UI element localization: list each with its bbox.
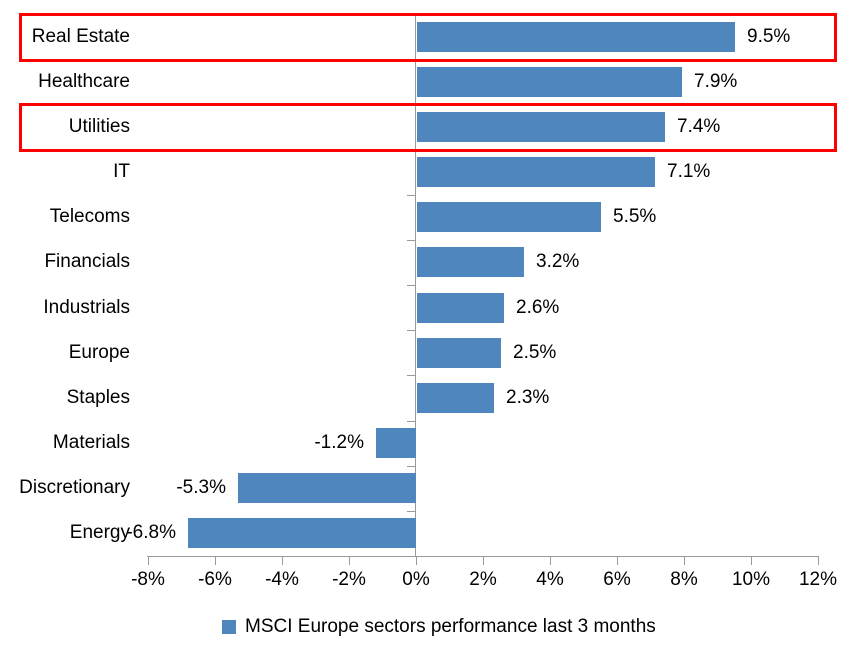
category-label: Telecoms <box>49 206 130 227</box>
bar <box>188 518 416 548</box>
axis-tick <box>751 556 752 565</box>
bar <box>417 202 601 232</box>
bar-value-label: -5.3% <box>176 477 226 498</box>
category-tick <box>407 556 415 557</box>
bar-value-label: 5.5% <box>613 206 657 227</box>
bar-value-label: 2.6% <box>516 297 560 318</box>
axis-tick-label: -6% <box>198 569 232 590</box>
category-label: Energy <box>69 522 130 543</box>
axis-tick-label: 12% <box>798 569 838 590</box>
category-tick <box>407 421 415 422</box>
axis-tick-label: -2% <box>332 569 366 590</box>
axis-tick <box>416 556 417 565</box>
bar-value-label: 7.4% <box>677 116 721 137</box>
category-label: Europe <box>68 342 130 363</box>
bar <box>417 293 504 323</box>
category-label: Healthcare <box>38 71 130 92</box>
legend-swatch <box>222 620 236 634</box>
bar-value-label: -6.8% <box>126 522 176 543</box>
bar <box>238 473 416 503</box>
bar-value-label: 3.2% <box>536 251 580 272</box>
category-tick <box>407 285 415 286</box>
category-label: Staples <box>66 387 130 408</box>
bar <box>376 428 416 458</box>
bar <box>417 22 735 52</box>
category-label: Utilities <box>68 116 130 137</box>
bar-value-label: 7.9% <box>694 71 738 92</box>
category-label: Materials <box>52 432 130 453</box>
bar <box>417 67 682 97</box>
axis-tick-label: 10% <box>731 569 771 590</box>
category-label: IT <box>113 161 130 182</box>
category-label: Financials <box>44 251 130 272</box>
category-tick <box>407 375 415 376</box>
category-tick <box>407 195 415 196</box>
axis-tick-label: -4% <box>265 569 299 590</box>
axis-tick-label: -8% <box>131 569 165 590</box>
axis-tick <box>684 556 685 565</box>
axis-tick <box>818 556 819 565</box>
category-label: Real Estate <box>31 26 130 47</box>
category-tick <box>407 240 415 241</box>
axis-tick <box>617 556 618 565</box>
axis-tick-label: 0% <box>402 569 430 590</box>
category-label: Industrials <box>43 297 130 318</box>
bar <box>417 112 665 142</box>
legend: MSCI Europe sectors performance last 3 m… <box>222 614 656 640</box>
bar-value-label: 2.5% <box>513 342 557 363</box>
bar <box>417 383 494 413</box>
bar <box>417 157 655 187</box>
bar <box>417 338 501 368</box>
bar-value-label: 7.1% <box>667 161 711 182</box>
bar <box>417 247 524 277</box>
axis-tick <box>483 556 484 565</box>
axis-tick <box>148 556 149 565</box>
axis-tick <box>282 556 283 565</box>
bar-value-label: 2.3% <box>506 387 550 408</box>
category-label: Discretionary <box>19 477 130 498</box>
axis-tick <box>215 556 216 565</box>
axis-tick <box>550 556 551 565</box>
category-axis-line <box>415 14 416 556</box>
axis-tick-label: 6% <box>603 569 631 590</box>
axis-tick-label: 2% <box>469 569 497 590</box>
axis-tick-label: 8% <box>670 569 698 590</box>
bar-value-label: -1.2% <box>314 432 364 453</box>
highlight-box <box>19 103 837 152</box>
category-tick <box>407 330 415 331</box>
bar-value-label: 9.5% <box>747 26 791 47</box>
category-tick <box>407 466 415 467</box>
legend-label: MSCI Europe sectors performance last 3 m… <box>245 616 656 637</box>
highlight-box <box>19 13 837 62</box>
axis-tick <box>349 556 350 565</box>
category-tick <box>407 511 415 512</box>
axis-tick-label: 4% <box>536 569 564 590</box>
